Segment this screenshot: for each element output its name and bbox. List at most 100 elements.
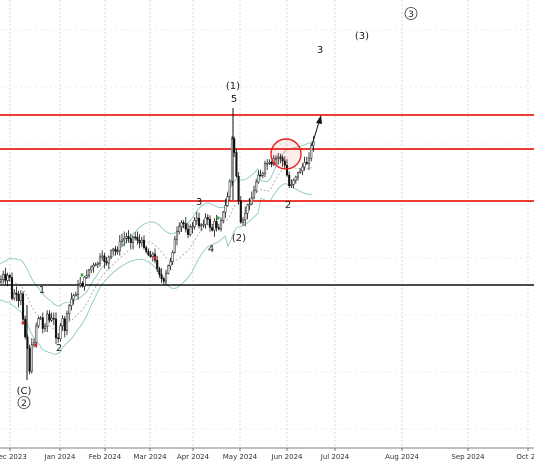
candle-body	[142, 239, 146, 248]
candle-body	[206, 217, 209, 220]
candle-body	[41, 317, 44, 329]
x-tick-label: Oct 20	[516, 453, 534, 461]
candle-body	[202, 223, 205, 226]
candle-body	[244, 212, 247, 221]
band-upper-line	[0, 140, 313, 307]
candle-body	[213, 221, 216, 231]
candle-body	[136, 236, 139, 241]
wave-label: 2	[56, 343, 62, 354]
wave-label: 4	[208, 244, 214, 255]
candle-body	[131, 236, 135, 243]
candle-body	[248, 203, 251, 206]
candle-body	[147, 251, 150, 256]
candle-body	[48, 313, 51, 321]
candle-body	[252, 189, 256, 199]
candle-body	[134, 236, 137, 239]
candle-body	[307, 157, 311, 164]
candle-body	[182, 222, 185, 224]
candle-body	[160, 274, 163, 279]
candle-body	[296, 172, 300, 178]
candle-body	[54, 318, 58, 339]
candle-body	[57, 337, 60, 340]
candle-body	[46, 313, 49, 327]
x-tick-label: Sep 2024	[451, 453, 485, 461]
signal-marker	[216, 216, 220, 220]
x-tick-label: Jul 2024	[320, 453, 350, 461]
candle-body	[228, 180, 231, 197]
candle-body	[274, 157, 278, 160]
grid-lines	[0, 0, 534, 448]
candle-body	[138, 240, 141, 244]
candle-body	[101, 255, 104, 258]
candle-body	[87, 269, 91, 276]
candle-body	[211, 227, 214, 231]
candle-body	[173, 238, 176, 253]
wave-label: 1	[39, 285, 45, 296]
candle-body	[52, 317, 55, 320]
x-tick-label: May 2024	[223, 453, 258, 461]
candle-body	[299, 170, 302, 173]
candle-body	[83, 276, 86, 287]
candle-body	[13, 292, 16, 299]
candle-body	[156, 260, 159, 270]
candle-body	[189, 226, 192, 235]
candle-body	[180, 222, 183, 227]
candle-body	[310, 145, 313, 159]
candle-body	[281, 157, 284, 162]
candle-body	[15, 292, 18, 295]
candle-body	[193, 220, 196, 227]
candle-body	[92, 265, 95, 268]
candle-body	[43, 325, 47, 329]
price-candles	[0, 108, 315, 380]
signal-marker	[34, 343, 38, 347]
candle-body	[235, 152, 238, 177]
candle-body	[241, 219, 245, 223]
candle-body	[2, 273, 5, 280]
candle-body	[217, 227, 220, 230]
wave-label: 5	[231, 94, 237, 105]
candle-body	[123, 238, 126, 241]
x-tick-label: Jan 2024	[44, 453, 76, 461]
bollinger-bands	[0, 140, 313, 355]
arrow-shaft	[311, 121, 320, 146]
candle-body	[65, 313, 69, 331]
candle-body	[21, 293, 25, 320]
candle-body	[246, 204, 249, 214]
candle-body	[17, 294, 20, 301]
candle-body	[175, 231, 179, 240]
candle-body	[255, 181, 258, 191]
candle-body	[112, 248, 115, 252]
candle-body	[8, 275, 11, 278]
candle-body	[158, 268, 161, 275]
candle-body	[145, 247, 148, 252]
horizontal-levels	[0, 114, 534, 286]
candle-body	[283, 160, 286, 166]
candle-body	[151, 253, 154, 257]
candle-body	[250, 197, 253, 205]
candle-body	[197, 217, 201, 227]
candle-body	[105, 261, 108, 264]
wave-label: 3	[317, 45, 323, 56]
band-middle-line	[0, 166, 313, 331]
candle-body	[28, 347, 31, 372]
band-lower-line	[0, 183, 313, 355]
candle-body	[81, 282, 84, 287]
candle-body	[70, 298, 73, 306]
candle-body	[50, 317, 53, 321]
wave-label-ring	[404, 7, 418, 20]
signal-marker	[153, 256, 157, 260]
x-tick-label: Dec 2023	[0, 453, 27, 461]
candle-body	[19, 293, 22, 301]
candle-body	[200, 224, 203, 227]
circled-wave-label: 3	[408, 10, 414, 20]
projection-arrow	[311, 115, 322, 146]
candle-body	[292, 179, 295, 185]
candle-body	[263, 163, 267, 174]
x-tick-label: Mar 2024	[133, 453, 167, 461]
candle-body	[268, 162, 271, 164]
candle-body	[120, 239, 124, 242]
candle-body	[285, 165, 289, 176]
circled-wave-label: 2	[21, 399, 27, 409]
